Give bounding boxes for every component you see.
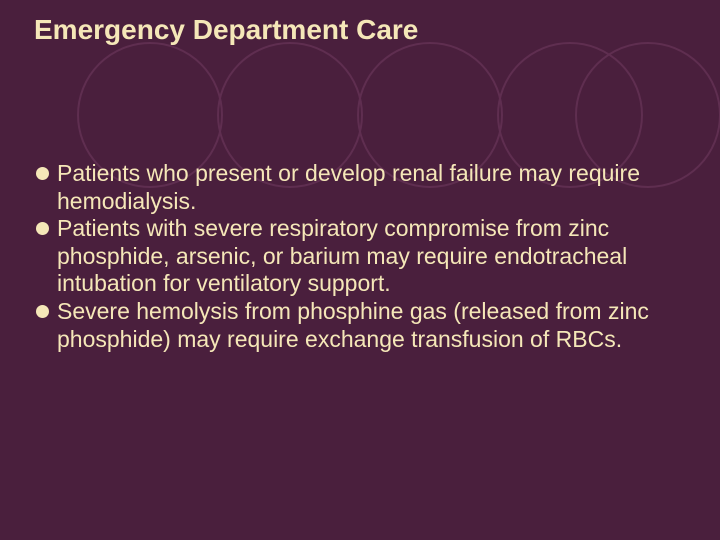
- bullet-icon: [36, 167, 49, 180]
- bullet-icon: [36, 305, 49, 318]
- list-item-text: Patients with severe respiratory comprom…: [57, 215, 684, 298]
- list-item: Patients with severe respiratory comprom…: [36, 215, 684, 298]
- slide-title: Emergency Department Care: [34, 14, 418, 46]
- list-item: Patients who present or develop renal fa…: [36, 160, 684, 215]
- bullet-icon: [36, 222, 49, 235]
- slide-body: Patients who present or develop renal fa…: [36, 160, 684, 353]
- list-item-text: Patients who present or develop renal fa…: [57, 160, 684, 215]
- list-item-text: Severe hemolysis from phosphine gas (rel…: [57, 298, 684, 353]
- slide: Emergency Department Care Patients who p…: [0, 0, 720, 540]
- list-item: Severe hemolysis from phosphine gas (rel…: [36, 298, 684, 353]
